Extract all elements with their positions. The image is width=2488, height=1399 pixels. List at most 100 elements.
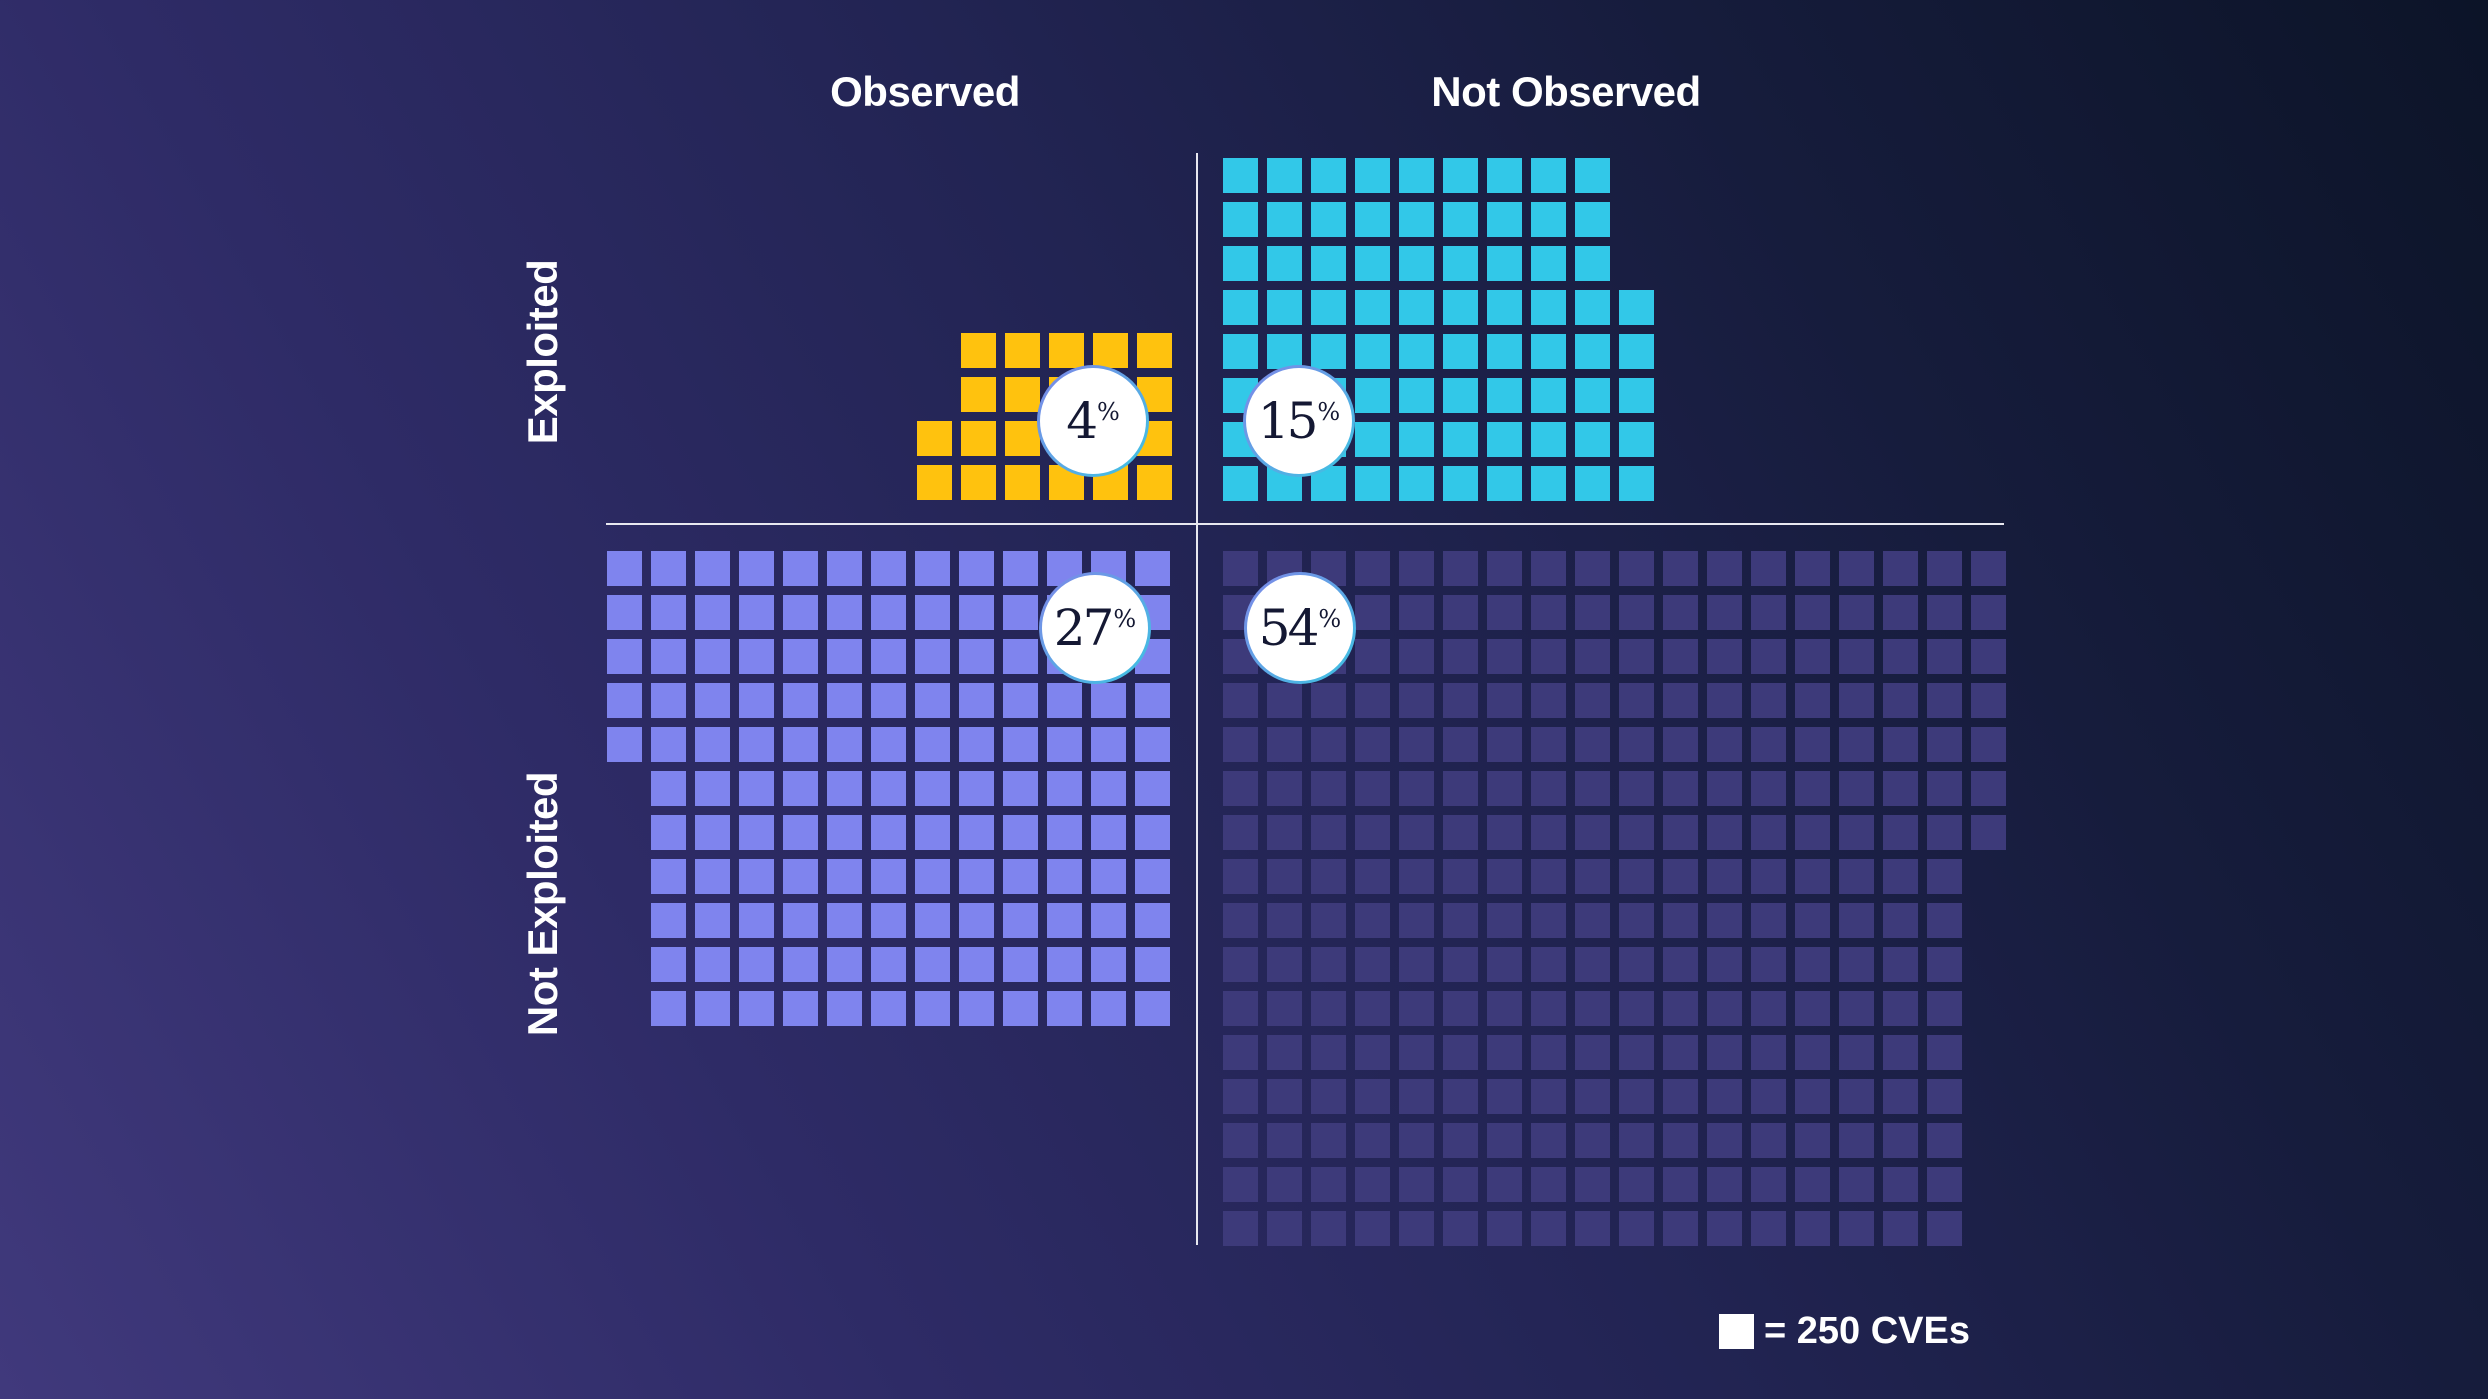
- waffle-square: [1047, 815, 1082, 850]
- waffle-square: [1883, 947, 1918, 982]
- waffle-square: [1399, 903, 1434, 938]
- waffle-square: [1003, 903, 1038, 938]
- column-header-observed: Observed: [830, 68, 1020, 115]
- waffle-square: [695, 859, 730, 894]
- waffle-square: [871, 551, 906, 586]
- waffle-square: [1575, 1035, 1610, 1070]
- waffle-square: [959, 639, 994, 674]
- waffle-square: [1399, 290, 1434, 325]
- waffle-square: [1443, 290, 1478, 325]
- waffle-square: [1531, 378, 1566, 413]
- waffle-square: [1399, 1079, 1434, 1114]
- waffle-square: [1223, 290, 1258, 325]
- waffle-square: [739, 947, 774, 982]
- waffle-square: [1839, 551, 1874, 586]
- waffle-square: [651, 683, 686, 718]
- waffle-square: [961, 377, 996, 412]
- waffle-square: [1531, 466, 1566, 501]
- waffle-square: [1619, 290, 1654, 325]
- waffle-square: [1751, 1035, 1786, 1070]
- percent-value: 15: [1257, 392, 1319, 450]
- waffle-square: [1795, 595, 1830, 630]
- waffle-square: [915, 947, 950, 982]
- waffle-square: [1355, 1211, 1390, 1246]
- waffle-square: [871, 683, 906, 718]
- waffle-square: [1355, 727, 1390, 762]
- percent-value: 27: [1053, 599, 1115, 657]
- waffle-square: [1795, 859, 1830, 894]
- waffle-square: [1267, 246, 1302, 281]
- waffle-square: [1751, 771, 1786, 806]
- waffle-square: [959, 595, 994, 630]
- waffle-square: [1575, 947, 1610, 982]
- bubble-face: 15%: [1246, 368, 1352, 474]
- waffle-square: [1399, 595, 1434, 630]
- waffle-square: [1267, 771, 1302, 806]
- percent-sign: %: [1113, 605, 1137, 633]
- waffle-square: [1575, 815, 1610, 850]
- waffle-square: [1795, 815, 1830, 850]
- waffle-square: [1575, 202, 1610, 237]
- waffle-square: [1487, 771, 1522, 806]
- waffle-square: [1311, 727, 1346, 762]
- waffle-square: [1355, 1079, 1390, 1114]
- waffle-square: [1399, 991, 1434, 1026]
- waffle-square: [917, 421, 952, 456]
- waffle-square: [1267, 290, 1302, 325]
- waffle-square: [1971, 551, 2006, 586]
- waffle-square: [1443, 466, 1478, 501]
- percent-value: 54: [1258, 599, 1320, 657]
- waffle-square: [1135, 991, 1170, 1026]
- waffle-square: [1487, 727, 1522, 762]
- waffle-square: [1135, 771, 1170, 806]
- waffle-square: [1267, 859, 1302, 894]
- waffle-square: [1927, 815, 1962, 850]
- waffle-square: [1399, 1035, 1434, 1070]
- waffle-square: [1003, 595, 1038, 630]
- waffle-square: [1707, 595, 1742, 630]
- waffle-square: [1355, 1167, 1390, 1202]
- waffle-square: [1751, 1123, 1786, 1158]
- waffle-square: [651, 771, 686, 806]
- waffle-square: [1619, 815, 1654, 850]
- waffle-square: [915, 639, 950, 674]
- waffle-square: [1135, 727, 1170, 762]
- waffle-square: [1047, 683, 1082, 718]
- waffle-square: [1223, 815, 1258, 850]
- waffle-square: [1267, 991, 1302, 1026]
- waffle-square: [1531, 158, 1566, 193]
- waffle-square: [695, 727, 730, 762]
- waffle-square: [1355, 158, 1390, 193]
- waffle-square: [961, 465, 996, 500]
- waffle-square: [959, 727, 994, 762]
- waffle-square: [1487, 859, 1522, 894]
- waffle-square: [1795, 1167, 1830, 1202]
- waffle-square: [1487, 639, 1522, 674]
- percent-sign: %: [1317, 398, 1341, 426]
- waffle-square: [915, 551, 950, 586]
- waffle-square: [1399, 466, 1434, 501]
- waffle-square: [1663, 947, 1698, 982]
- waffle-square: [783, 595, 818, 630]
- waffle-square: [1751, 991, 1786, 1026]
- waffle-square: [1575, 158, 1610, 193]
- waffle-square: [1223, 551, 1258, 586]
- waffle-square: [1003, 683, 1038, 718]
- waffle-square: [607, 551, 642, 586]
- waffle-square: [1619, 1211, 1654, 1246]
- waffle-square: [1355, 859, 1390, 894]
- waffle-square: [1093, 333, 1128, 368]
- waffle-square: [1223, 334, 1258, 369]
- waffle-square: [1443, 815, 1478, 850]
- waffle-square: [827, 947, 862, 982]
- waffle-square: [1223, 202, 1258, 237]
- waffle-square: [1355, 422, 1390, 457]
- waffle-square: [961, 421, 996, 456]
- waffle-square: [739, 727, 774, 762]
- waffle-square: [1839, 639, 1874, 674]
- waffle-square: [1531, 422, 1566, 457]
- waffle-square: [1443, 551, 1478, 586]
- waffle-square: [1443, 422, 1478, 457]
- waffle-square: [783, 551, 818, 586]
- waffle-square: [1223, 246, 1258, 281]
